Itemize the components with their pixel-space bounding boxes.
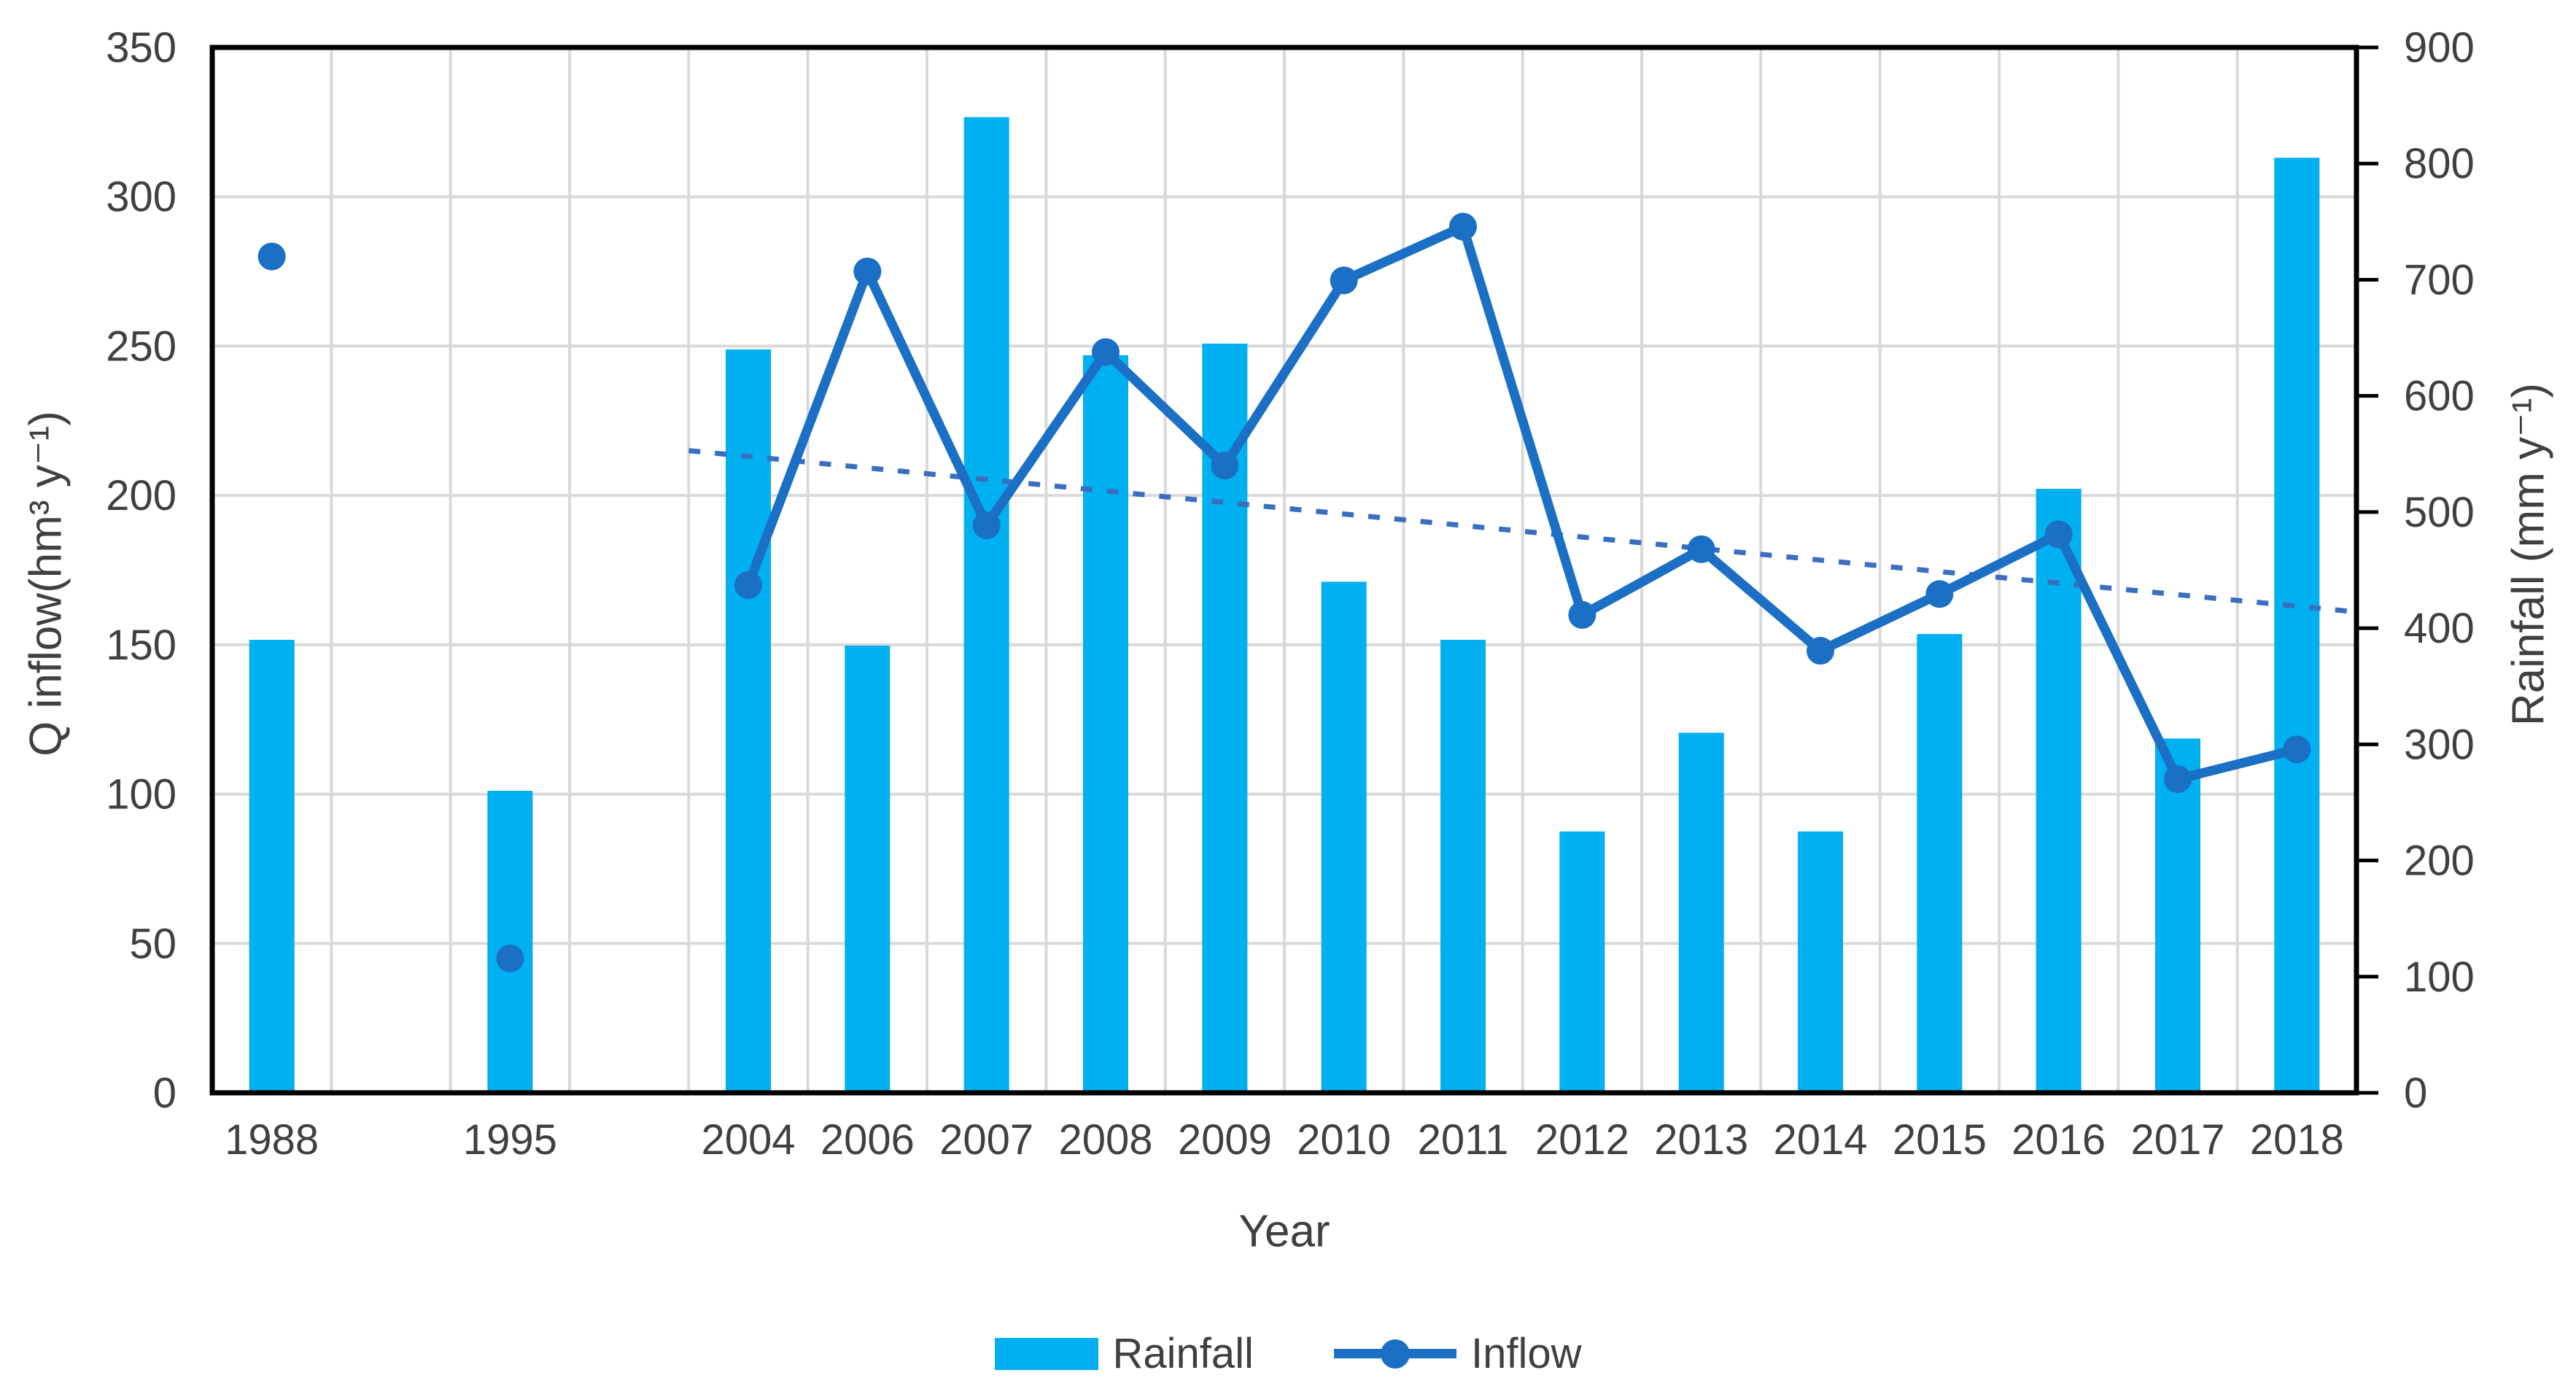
inflow-marker-2011 [1449,212,1477,241]
legend-item-inflow: Inflow [1333,1329,1582,1378]
y-left-tick-350: 350 [106,24,176,71]
inflow-marker-icon [1380,1339,1410,1369]
rainfall-bar-2012 [1559,831,1605,1093]
y-right-tick-0: 0 [2404,1069,2427,1117]
y-right-tick-300: 300 [2404,721,2475,768]
x-tick-2009: 2009 [1178,1116,1272,1164]
inflow-marker-2015 [1925,580,1954,608]
rainfall-bar-2011 [1440,640,1486,1093]
y-right-tick-800: 800 [2404,140,2475,187]
inflow-line [743,222,2298,784]
y-right-tick-100: 100 [2404,953,2475,1001]
rainfall-bar-2007 [963,117,1009,1094]
rainfall-bar-1995 [487,791,533,1093]
x-tick-1995: 1995 [463,1116,557,1164]
inflow-marker-2008 [1092,338,1120,366]
x-tick-2006: 2006 [820,1116,915,1164]
legend-rainfall-label: Rainfall [1112,1330,1254,1377]
y-left-tick-0: 0 [153,1069,176,1117]
y-right-tick-400: 400 [2404,605,2475,652]
rainfall-bar-2018 [2274,158,2320,1093]
rainfall-bar-2017 [2155,738,2200,1093]
rainfall-bar-2006 [845,645,891,1093]
y-left-tick-200: 200 [106,472,176,519]
x-tick-2012: 2012 [1535,1116,1629,1164]
rainfall-bar-1988 [249,640,295,1093]
inflow-marker-2013 [1687,535,1715,563]
x-tick-2014: 2014 [1773,1116,1867,1164]
y-left-tick-100: 100 [106,771,176,819]
x-tick-2004: 2004 [701,1116,795,1164]
inflow-marker-2017 [2164,765,2192,794]
y-right-tick-700: 700 [2404,256,2475,303]
inflow-marker-1995 [496,944,524,972]
rainfall-swatch-icon [994,1337,1098,1370]
inflow-marker-2014 [1807,637,1834,665]
x-tick-2017: 2017 [2130,1116,2224,1164]
x-tick-2008: 2008 [1058,1116,1152,1164]
x-tick-2015: 2015 [1893,1116,1987,1164]
rainfall-bar-2004 [726,349,771,1093]
inflow-marker-2007 [972,511,1001,540]
y-right-tick-200: 200 [2404,837,2475,885]
x-axis-title: Year [1238,1206,1330,1257]
y-left-tick-150: 150 [106,622,176,669]
y-left-tick-250: 250 [106,322,176,370]
inflow-marker-2016 [2044,520,2073,549]
y-left-axis-title: Q inflow(hm³ y⁻¹) [20,411,71,757]
rainfall-bar-2016 [2036,489,2082,1093]
inflow-marker-1988 [257,242,286,271]
inflow-marker-2006 [853,258,882,286]
inflow-marker-2018 [2283,735,2311,764]
inflow-marker-2009 [1211,452,1239,480]
y-right-axis-title: Rainfall (mm y⁻¹) [2503,382,2554,727]
inflow-marker-2010 [1330,266,1358,295]
inflow-line-icon [1333,1339,1456,1369]
rainfall-bar-2015 [1917,634,1963,1093]
x-tick-2016: 2016 [2011,1116,2106,1164]
x-tick-2010: 2010 [1297,1116,1391,1164]
inflow-marker-2012 [1568,600,1597,629]
y-left-tick-300: 300 [106,174,176,221]
rainfall-bar-2010 [1321,581,1367,1093]
x-tick-2013: 2013 [1654,1116,1748,1164]
y-left-tick-50: 50 [129,920,176,967]
y-right-tick-500: 500 [2404,489,2475,536]
legend: Rainfall Inflow [0,1329,2576,1378]
x-tick-1988: 1988 [225,1116,319,1164]
rainfall-bar-2008 [1083,355,1128,1093]
y-right-tick-600: 600 [2404,373,2475,420]
x-tick-2011: 2011 [1418,1116,1509,1164]
y-right-tick-900: 900 [2404,24,2475,71]
legend-item-rainfall: Rainfall [994,1329,1254,1378]
x-tick-2007: 2007 [939,1116,1033,1164]
rainfall-bar-2013 [1678,732,1724,1093]
rainfall-bar-2014 [1798,831,1843,1093]
inflow-marker-2004 [734,570,762,599]
x-tick-2018: 2018 [2250,1116,2344,1164]
plot-frame [209,45,2359,1096]
legend-inflow-label: Inflow [1470,1330,1582,1377]
